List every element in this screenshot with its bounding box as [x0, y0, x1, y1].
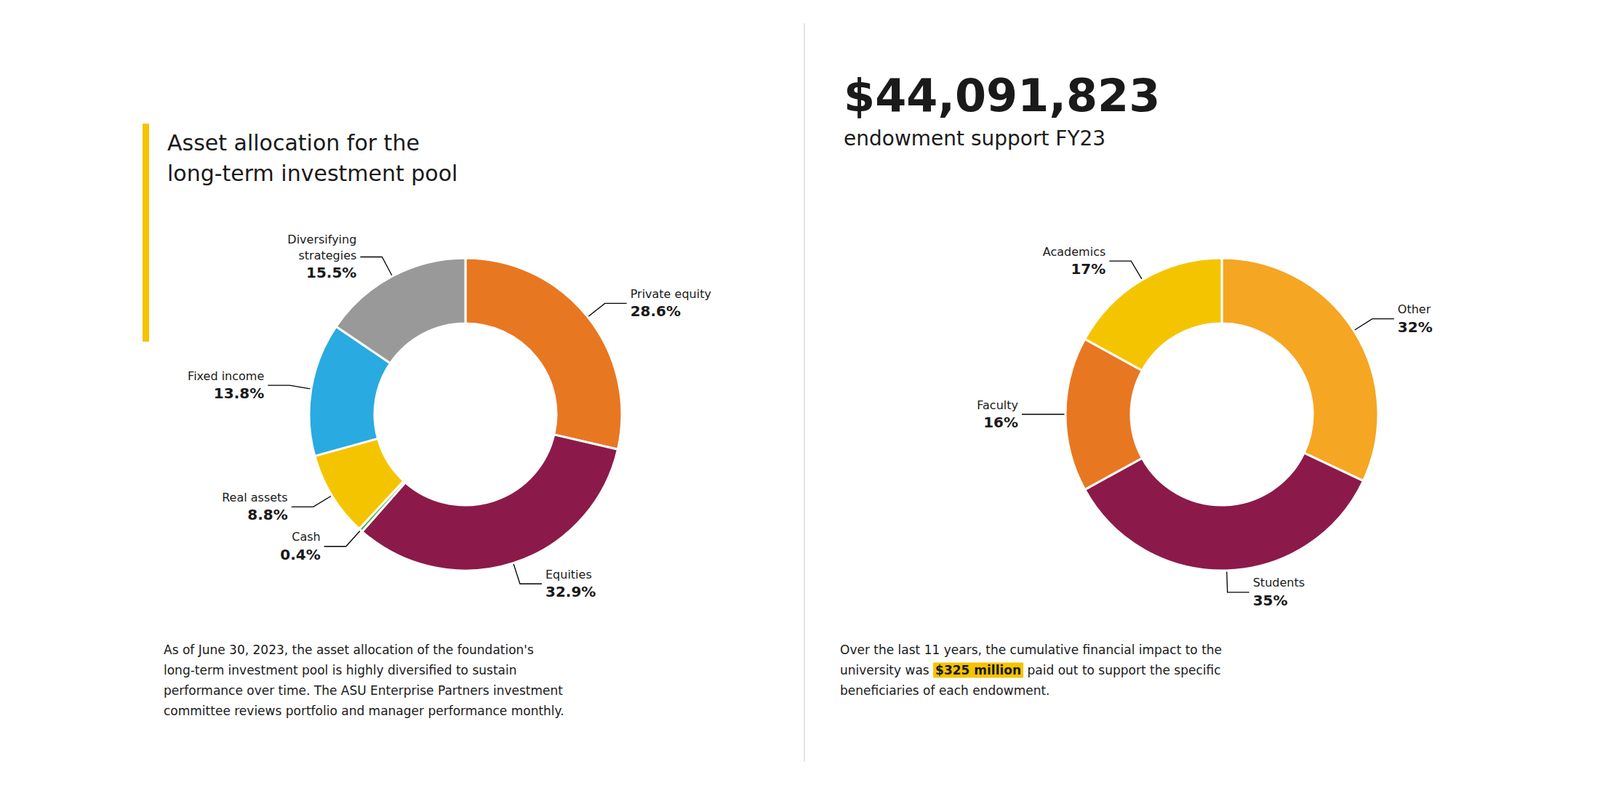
svg-text:performance over time. The ASU: performance over time. The ASU Enterpris…	[163, 683, 563, 699]
svg-text:Other: Other	[1397, 302, 1432, 317]
svg-text:35%: 35%	[1253, 592, 1288, 610]
svg-text:17%: 17%	[1070, 260, 1106, 278]
svg-text:32%: 32%	[1397, 318, 1433, 336]
svg-text:long-term investment pool is h: long-term investment pool is highly dive…	[163, 663, 517, 678]
svg-text:13.8%: 13.8%	[213, 384, 264, 403]
svg-text:$44,091,823: $44,091,823	[843, 69, 1160, 123]
svg-text:Private equity: Private equity	[630, 287, 712, 302]
svg-text:Equities: Equities	[545, 568, 592, 582]
svg-text:16%: 16%	[983, 413, 1019, 432]
svg-text:university was: university was	[840, 663, 934, 678]
svg-text:Academics: Academics	[1042, 245, 1106, 259]
svg-text:strategies: strategies	[298, 248, 357, 263]
svg-text:Students: Students	[1253, 576, 1305, 590]
svg-text:paid out to support the specif: paid out to support the specific	[1023, 663, 1221, 678]
svg-text:8.8%: 8.8%	[247, 506, 288, 524]
svg-text:beneficiaries of each endowmen: beneficiaries of each endowment.	[840, 683, 1051, 699]
svg-text:$325 million: $325 million	[935, 663, 1022, 678]
svg-text:0.4%: 0.4%	[280, 546, 320, 564]
svg-text:Over the last 11 years, the cu: Over the last 11 years, the cumulative f…	[840, 642, 1222, 658]
svg-text:Diversifying: Diversifying	[287, 232, 357, 247]
svg-text:committee reviews portfolio an: committee reviews portfolio and manager …	[163, 704, 565, 719]
svg-text:endowment support FY23: endowment support FY23	[843, 126, 1106, 151]
svg-text:Asset allocation for the: Asset allocation for the	[167, 130, 420, 156]
svg-text:15.5%: 15.5%	[306, 264, 357, 282]
svg-text:Faculty: Faculty	[976, 398, 1019, 413]
svg-text:long-term investment pool: long-term investment pool	[167, 160, 458, 187]
svg-text:32.9%: 32.9%	[545, 583, 596, 601]
svg-text:28.6%: 28.6%	[630, 302, 681, 320]
svg-text:As of June 30, 2023, the asset: As of June 30, 2023, the asset allocatio…	[163, 642, 534, 658]
svg-text:Fixed income: Fixed income	[187, 369, 264, 384]
svg-text:Cash: Cash	[291, 530, 320, 544]
svg-text:Real assets: Real assets	[221, 490, 288, 505]
